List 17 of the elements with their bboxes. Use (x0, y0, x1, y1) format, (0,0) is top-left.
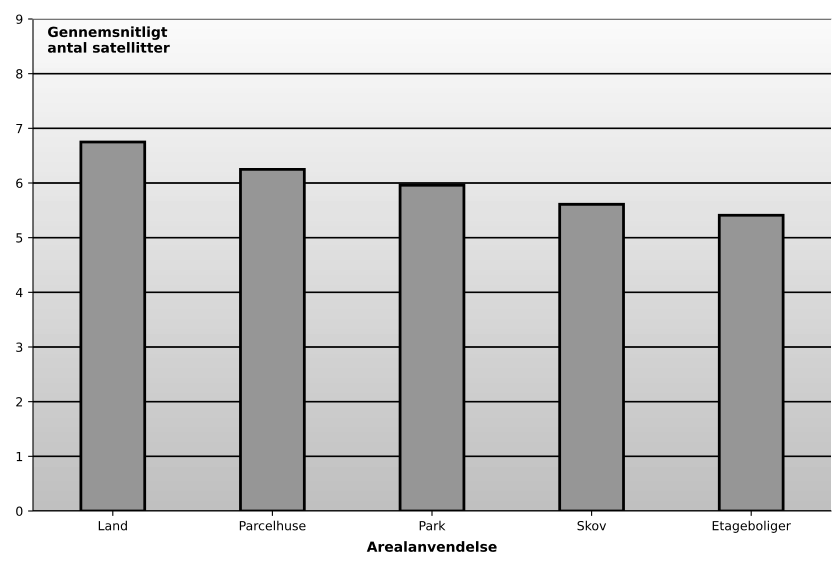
x-axis-title: Arealanvendelse (366, 541, 497, 552)
y-axis-title: Gennemsnitligt antal satellitter (48, 26, 170, 53)
y-tick-label: 5 (16, 233, 22, 243)
y-tick-label: 6 (16, 178, 22, 188)
x-tick-label: Parcelhuse (240, 520, 306, 530)
y-tick-label: 2 (16, 397, 22, 406)
x-tick-label: Land (98, 520, 127, 530)
y-tick-label: 8 (16, 69, 22, 79)
y-tick-label: 4 (16, 288, 23, 298)
y-tick-label: 3 (16, 342, 22, 352)
y-tick-label: 7 (16, 124, 22, 134)
y-tick-label: 9 (16, 14, 22, 24)
y-tick-label: 0 (16, 506, 22, 516)
x-tick-label: Etageboliger (712, 520, 791, 533)
x-tick-label: Skov (578, 520, 606, 530)
y-tick-label: 1 (16, 452, 22, 462)
x-tick-label: Park (420, 520, 446, 530)
